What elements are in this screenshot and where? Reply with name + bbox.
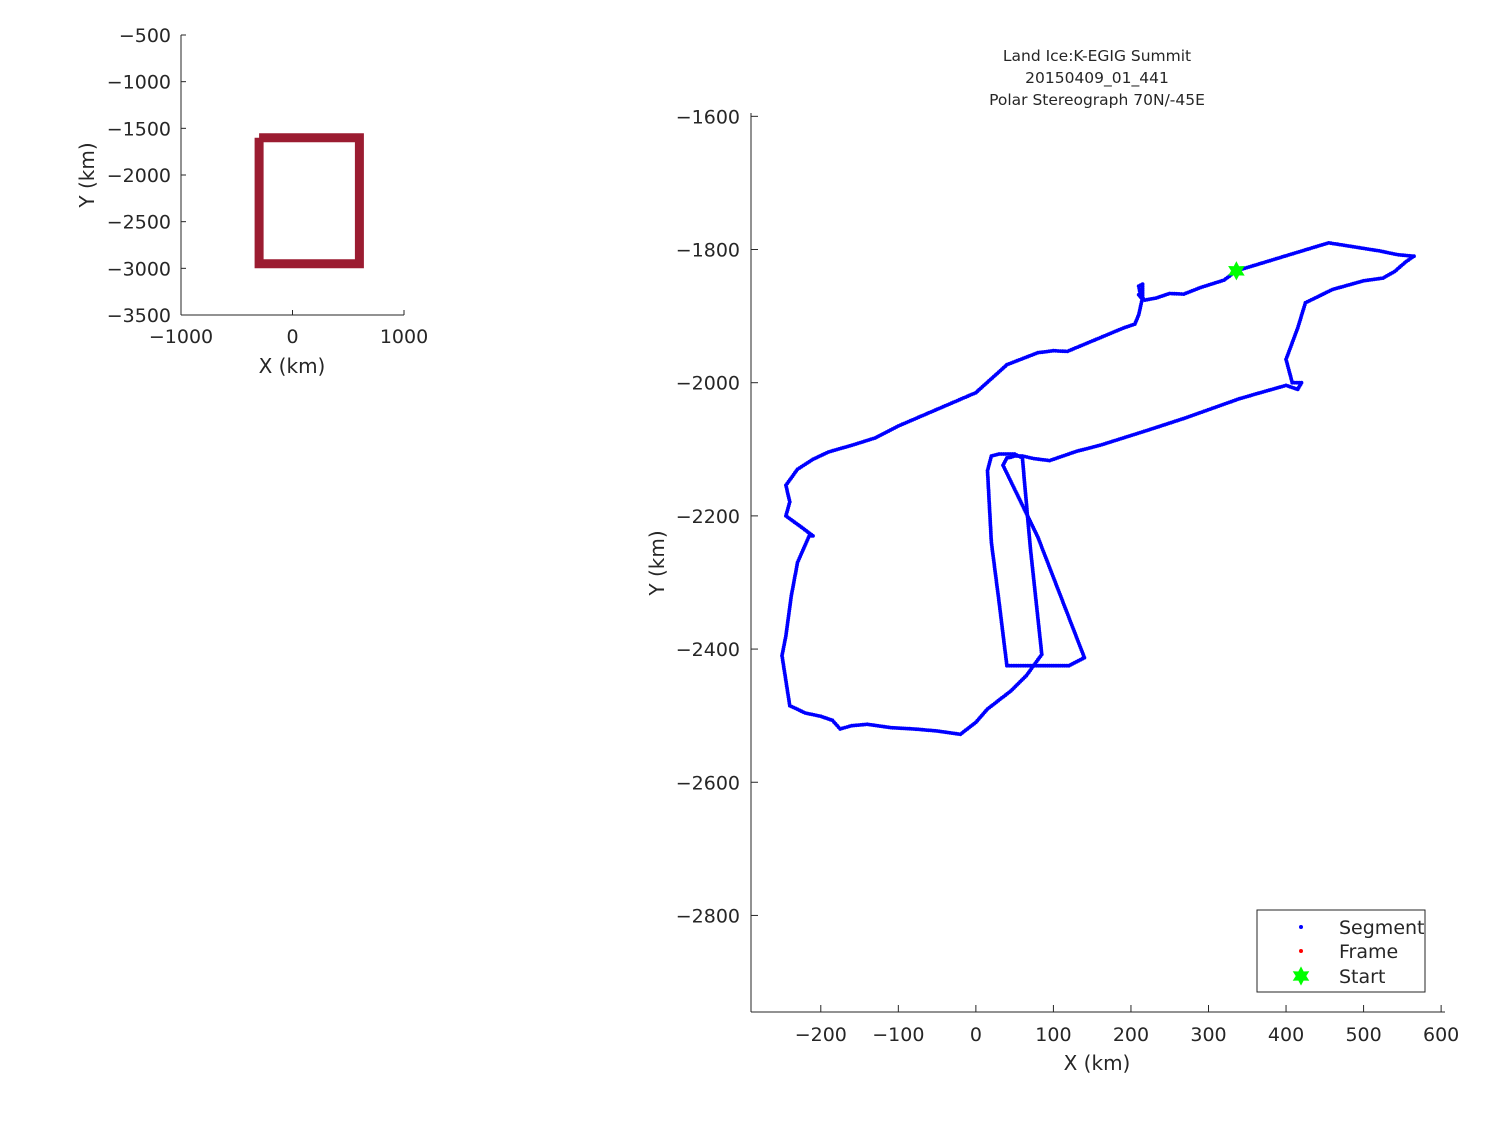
inset-x-axis-label: X (km) [259,354,326,378]
main-y-axis-label: Y (km) [645,530,669,596]
inset-y-tick-label: −2000 [107,165,171,187]
legend-item-start: Start [1292,966,1385,988]
legend-item-segment: Segment [1299,917,1425,939]
legend-box [1256,909,1426,993]
flight-track-segment [780,241,1416,737]
main-x-tick-label: 0 [970,1024,982,1046]
main-title-line-1: Land Ice:K-EGIG Summit [1003,47,1191,65]
main-x-tick-label: 400 [1268,1024,1304,1046]
inset-ticks: −1000 0 1000 −500 −1000 −1500 −2000 −2500 −3000 −… [107,25,428,348]
inset-x-tick-label: 1000 [380,326,428,348]
main-x-tick-label: −200 [795,1024,847,1046]
legend-start-marker [1292,966,1310,986]
main-x-tick-label: 300 [1190,1024,1226,1046]
main-title-line-3: Polar Stereograph 70N/-45E [989,91,1205,109]
start-marker [1228,261,1245,281]
main-y-tick-label: −2000 [676,373,740,395]
inset-x-tick-label: −1000 [149,326,213,348]
main-y-tick-label: −1600 [676,106,740,128]
inset-y-tick-label: −2500 [107,212,171,234]
main-x-tick-label: 500 [1345,1024,1381,1046]
main-y-tick-label: −2600 [676,772,740,794]
legend-frame-label: Frame [1339,941,1398,963]
main-ticks: −200 −100 0 100 200 300 400 500 600 −1600 −1800 −20… [676,106,1460,1046]
main-map: Land Ice:K-EGIG Summit 20150409_01_441 P… [645,47,1459,1075]
inset-y-axis-label: Y (km) [75,142,99,208]
inset-map-box [254,133,364,269]
main-x-axis-label: X (km) [1064,1051,1131,1075]
main-y-tick-label: −2800 [676,905,740,927]
inset-y-tick-label: −3500 [107,305,171,327]
main-title-line-2: 20150409_01_441 [1025,69,1169,88]
inset-y-tick-label: −1500 [107,118,171,140]
main-title: Land Ice:K-EGIG Summit 20150409_01_441 P… [989,47,1205,109]
main-y-tick-label: −1800 [676,240,740,262]
legend-item-frame: Frame [1299,941,1398,963]
inset-y-tick-label: −3000 [107,258,171,280]
inset-x-tick-label: 0 [286,326,298,348]
legend-segment-label: Segment [1339,917,1425,939]
main-x-tick-label: 600 [1423,1024,1459,1046]
main-x-tick-label: 100 [1035,1024,1071,1046]
main-axes [750,113,1445,1013]
main-x-tick-label: −100 [872,1024,924,1046]
inset-y-tick-label: −1000 [107,72,171,94]
legend-segment-marker [1299,925,1303,929]
main-y-tick-label: −2400 [676,639,740,661]
start-marker-layer [1228,261,1245,281]
legend-frame-marker [1299,949,1303,953]
inset-axes [180,35,404,316]
legend-start-label: Start [1339,966,1385,988]
inset-map: −1000 0 1000 −500 −1000 −1500 −2000 −2500 −3000 −… [75,25,428,378]
inset-y-tick-label: −500 [119,25,171,47]
main-x-tick-label: 200 [1113,1024,1149,1046]
legend: Segment Frame Start [1256,909,1426,993]
main-y-tick-label: −2200 [676,506,740,528]
